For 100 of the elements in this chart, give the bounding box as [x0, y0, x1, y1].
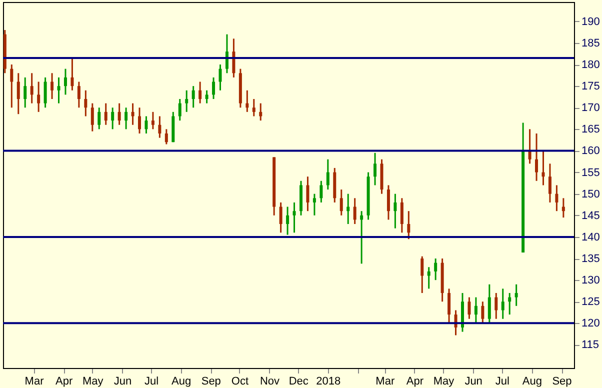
x-tick-label: Aug	[172, 376, 192, 388]
x-tick-label: Oct	[231, 376, 249, 388]
candlestick	[192, 85, 195, 108]
candlestick	[501, 288, 504, 320]
y-tick-label: 155	[582, 166, 600, 179]
candlestick	[198, 81, 202, 104]
candlestick	[528, 128, 532, 164]
candlestick	[124, 106, 128, 130]
y-tick-label: 170	[582, 102, 600, 114]
candlestick	[57, 76, 60, 104]
candlestick	[252, 98, 256, 117]
candlestick	[158, 115, 162, 139]
candlestick	[50, 72, 54, 100]
candlestick	[205, 90, 208, 104]
candlestick	[542, 150, 545, 186]
y-tick-label: 130	[582, 274, 600, 287]
candlestick	[144, 115, 148, 134]
candlestick	[555, 184, 558, 212]
x-tick-label: Dec	[288, 376, 309, 388]
candlestick	[562, 197, 565, 218]
candlestick	[360, 210, 364, 264]
candlestick	[346, 193, 350, 225]
candlestick	[212, 76, 216, 100]
candlestick	[138, 106, 141, 134]
candlestick	[400, 197, 404, 234]
x-tick-label: Sep	[201, 376, 221, 388]
candlestick	[104, 102, 108, 126]
y-tick-label: 140	[582, 231, 600, 244]
candlestick	[151, 111, 154, 130]
x-tick-label: 2018	[316, 376, 341, 388]
candlestick	[232, 38, 236, 78]
candlestick	[84, 90, 88, 117]
candlestick	[37, 81, 40, 113]
candlestick	[312, 193, 316, 216]
candlestick	[64, 68, 67, 96]
candlestick	[77, 81, 80, 108]
candlestick	[514, 284, 518, 307]
candlestick	[340, 188, 343, 216]
candlestick	[488, 284, 491, 324]
y-tick-label: 175	[582, 80, 600, 93]
candlestick	[246, 90, 249, 113]
candlestick	[16, 72, 20, 115]
y-tick-label: 120	[582, 318, 600, 330]
y-tick-label: 190	[582, 16, 600, 28]
candlestick	[225, 34, 228, 74]
y-tick-label: 165	[582, 124, 600, 136]
candlestick	[535, 132, 538, 182]
x-tick-label: Apr	[56, 376, 73, 388]
candlestick	[386, 184, 390, 220]
x-tick-label: Jun	[114, 376, 132, 388]
x-tick-label: Jun	[464, 376, 482, 388]
candlestick	[407, 210, 410, 240]
candlestick	[427, 266, 430, 290]
y-tick-label: 145	[582, 210, 600, 222]
candlestick	[118, 102, 121, 126]
candlestick	[98, 106, 101, 130]
x-tick-label: Aug	[522, 376, 542, 388]
candlestick	[353, 197, 356, 225]
candlestick	[434, 258, 438, 281]
candlestick	[320, 180, 323, 204]
candlestick	[10, 64, 14, 108]
x-tick-label: Mar	[376, 376, 395, 388]
y-tick-label: 150	[582, 188, 600, 200]
y-tick-label: 180	[582, 59, 600, 72]
candlestick	[374, 152, 377, 186]
x-tick-label: Nov	[260, 376, 280, 388]
y-tick-label: 115	[582, 339, 600, 352]
y-tick-label: 135	[582, 253, 600, 265]
candlestick	[70, 57, 74, 92]
candlestick	[468, 296, 471, 320]
candlestick	[111, 106, 114, 130]
x-tick-label: Sep	[552, 376, 572, 388]
candlestick	[494, 292, 498, 320]
candlestick	[448, 288, 451, 324]
x-tick-label: Jul	[495, 376, 510, 388]
x-tick-label: May	[82, 376, 104, 388]
x-tick-label: Jul	[144, 376, 159, 388]
candlestick	[394, 193, 397, 230]
candlestick	[24, 76, 27, 108]
candlestick	[218, 64, 222, 92]
x-tick-label: May	[433, 376, 455, 388]
candlestick	[44, 76, 47, 108]
candlestick	[481, 300, 484, 324]
candlestick	[131, 102, 134, 126]
candlestick	[164, 128, 168, 146]
y-tick-label: 185	[582, 37, 600, 50]
candlestick	[259, 102, 262, 122]
x-tick-label: Apr	[406, 376, 424, 388]
candlestick	[90, 102, 94, 132]
y-tick-label: 125	[582, 296, 600, 308]
y-tick-label: 160	[582, 145, 600, 158]
candlestick	[292, 202, 296, 234]
candlestick	[548, 162, 552, 204]
x-tick-label: Mar	[24, 376, 44, 388]
candlestick	[279, 202, 282, 234]
candlestick	[420, 256, 424, 294]
candlestick	[306, 176, 310, 212]
candlestick	[474, 296, 478, 324]
candlestick	[178, 98, 182, 122]
candlestick	[326, 158, 330, 190]
